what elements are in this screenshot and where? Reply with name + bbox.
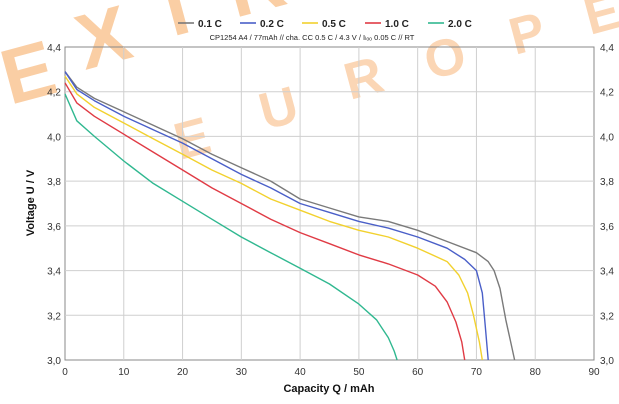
x-axis-title: Capacity Q / mAh (283, 383, 374, 395)
series-line-0-2-Cc (64, 71, 489, 361)
series-line-0-5-Cc (64, 75, 483, 361)
legend-label: 0.5 C (322, 19, 346, 30)
x-tick-label: 80 (530, 367, 542, 378)
series-line-0-1-Cc (64, 71, 516, 361)
y-tick-label-right: 3,2 (600, 311, 614, 322)
watermark-letter: R (338, 46, 389, 112)
y-tick-label-right: 3,4 (600, 267, 614, 278)
y-tick-label-left: 4,2 (47, 88, 61, 99)
x-tick-label: 20 (177, 367, 189, 378)
x-tick-label: 90 (588, 367, 600, 378)
series-lines (64, 71, 516, 361)
watermark-letter: P (503, 2, 552, 67)
legend-label: 0.2 C (260, 19, 284, 30)
watermark-letter: E (578, 0, 619, 47)
x-tick-label: 10 (118, 367, 130, 378)
x-tick-label: 0 (62, 367, 68, 378)
legend-label: 2.0 C (448, 19, 472, 30)
tick-labels: 0 10 20 30 40 50 60 70 80 903,0 3,03,2 3,23,4 3,43,6… (47, 43, 614, 378)
y-tick-label-right: 4,4 (600, 43, 614, 54)
x-tick-label: 70 (471, 367, 483, 378)
plot-area (64, 46, 595, 361)
y-tick-label-left: 4,4 (47, 43, 61, 54)
y-tick-label-left: 3,4 (47, 267, 61, 278)
y-tick-label-left: 4,0 (47, 132, 61, 143)
watermark-letter: O (418, 25, 472, 91)
grid (65, 47, 594, 360)
chart-subtitle: CP1254 A4 / 77mAh // cha. CC 0.5 C / 4.3… (210, 33, 415, 42)
x-tick-label: 60 (412, 367, 424, 378)
x-tick-label: 40 (295, 367, 307, 378)
y-tick-label-right: 3,8 (600, 177, 614, 188)
y-axis-title: Voltage U / V (25, 169, 37, 236)
x-tick-label: 30 (236, 367, 248, 378)
legend-label: 1.0 C (385, 19, 409, 30)
watermark-letter: U (253, 76, 304, 142)
x-tick-label: 50 (353, 367, 365, 378)
watermark-letter: X (67, 0, 140, 86)
y-tick-label-left: 3,0 (47, 356, 61, 367)
series-line-1-0-Cc (64, 82, 466, 361)
y-tick-label-left: 3,6 (47, 222, 61, 233)
y-tick-label-right: 3,0 (600, 356, 614, 367)
series-line-2-0-Cc (64, 93, 398, 361)
watermark-letter: E (0, 23, 65, 121)
y-tick-label-right: 4,2 (600, 88, 614, 99)
watermark: EXTREUROPE (0, 0, 619, 172)
legend: 0.1 C 0.2 C 0.5 C 1.0 C 2.0 C (178, 19, 472, 30)
legend-label: 0.1 C (198, 19, 222, 30)
y-tick-label-left: 3,2 (47, 311, 61, 322)
y-tick-label-right: 4,0 (600, 132, 614, 143)
y-tick-label-left: 3,8 (47, 177, 61, 188)
y-tick-label-right: 3,6 (600, 222, 614, 233)
